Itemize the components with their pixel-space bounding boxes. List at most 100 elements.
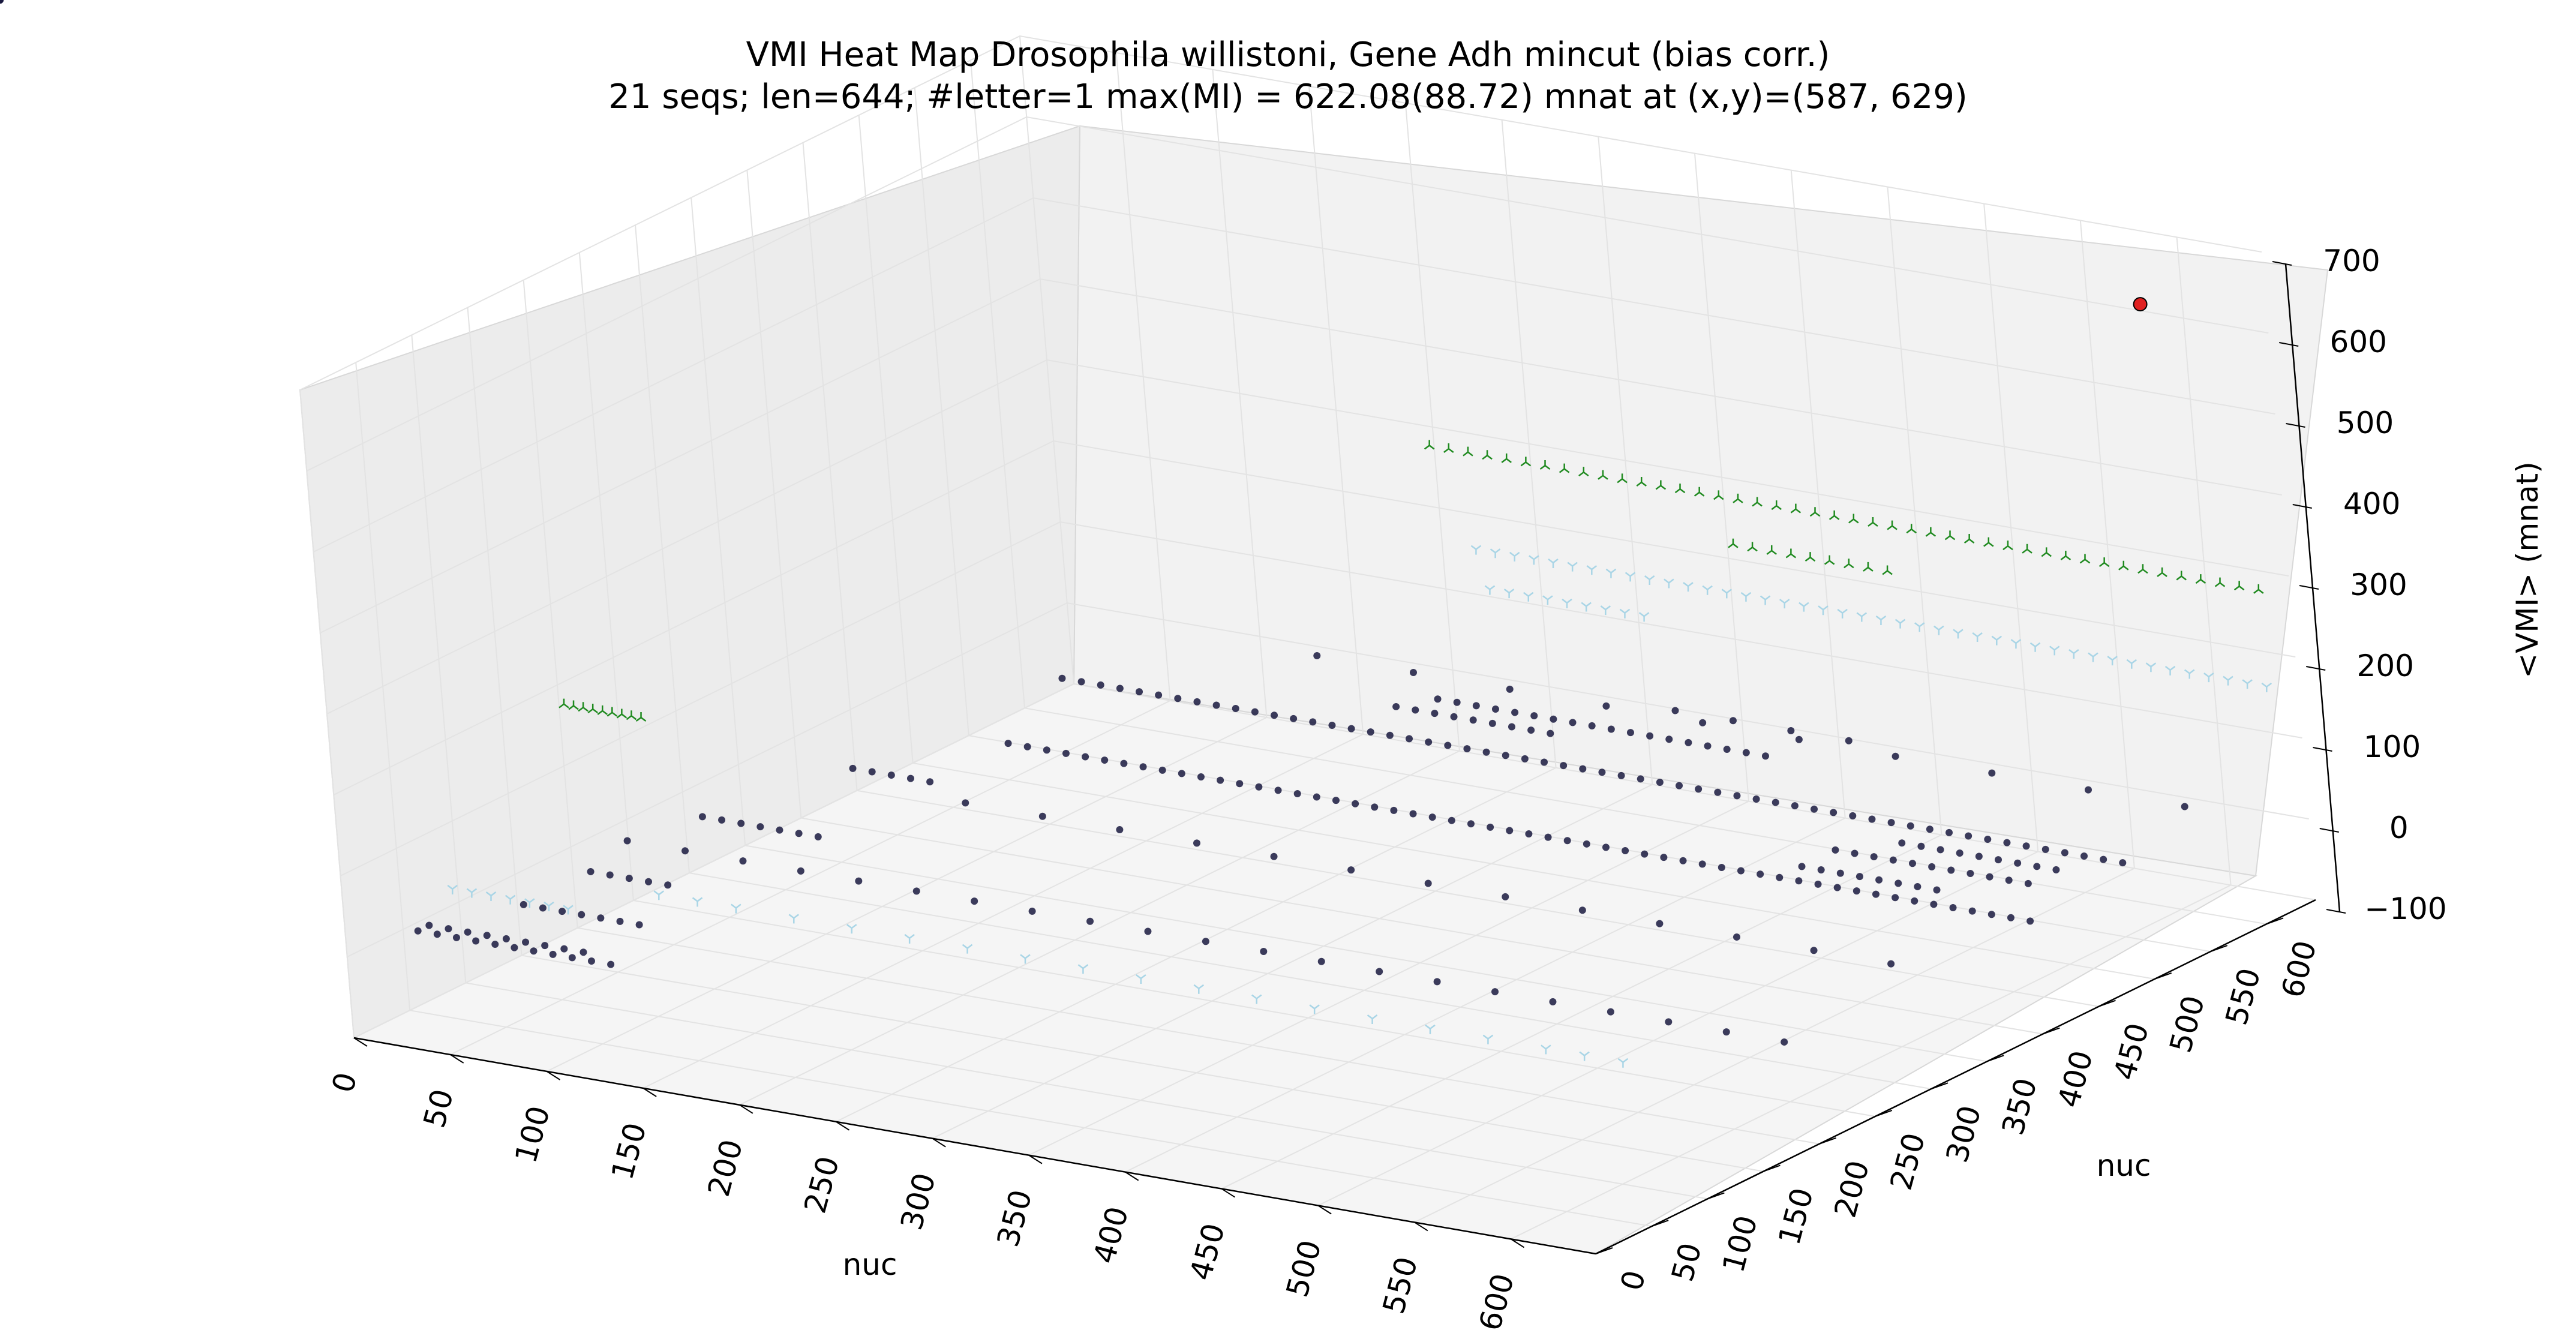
data-point: [1795, 877, 1803, 885]
data-point: [1293, 789, 1301, 797]
data-point: [1431, 710, 1439, 717]
z-tick-mark: [2313, 747, 2332, 752]
data-point-light: [2145, 662, 2157, 672]
data-point-green: [1520, 457, 1532, 467]
data-point: [606, 871, 614, 879]
data-point-light: [1193, 984, 1205, 994]
z-tick-label: 0: [2389, 810, 2409, 845]
data-point: [1390, 806, 1398, 814]
data-point-light: [1020, 954, 1031, 964]
y-tick-mark: [1986, 1055, 2004, 1062]
data-point: [2005, 876, 2013, 884]
y-tick-mark: [1763, 1164, 1781, 1172]
data-point: [2041, 845, 2049, 853]
grid-line-z: [326, 359, 2289, 714]
data-point-green: [2176, 571, 2187, 581]
chart-title: VMI Heat Map Drosophila willistoni, Gene…: [746, 35, 1830, 74]
data-point: [1781, 1038, 1788, 1046]
data-point: [1870, 853, 1878, 861]
data-point: [1578, 906, 1586, 914]
data-point: [1028, 907, 1036, 915]
z-tick-label: 600: [2330, 325, 2387, 359]
x-tick-mark: [932, 1137, 946, 1148]
data-point-green: [2253, 584, 2264, 594]
data-point: [635, 921, 643, 929]
data-point-light: [692, 897, 703, 907]
data-point: [1892, 894, 1899, 902]
data-point: [1987, 911, 1995, 918]
data-point: [1174, 695, 1182, 702]
z-tick-label: 400: [2343, 487, 2400, 521]
data-point-green: [1482, 450, 1493, 460]
y-tick-mark: [1707, 1192, 1725, 1200]
data-point: [1101, 756, 1109, 764]
data-point: [1082, 753, 1089, 761]
z-tick-mark: [2306, 666, 2326, 671]
data-point: [1656, 779, 1664, 786]
data-point-green: [1713, 490, 1724, 500]
data-point: [1328, 721, 1336, 729]
data-point-light: [1605, 568, 1617, 578]
z-tick-mark: [2272, 261, 2292, 266]
data-point: [607, 960, 615, 968]
data-point: [2024, 879, 2032, 887]
x-tick-label: 400: [1087, 1203, 1136, 1267]
data-point-light: [1953, 629, 1963, 639]
data-point-light: [1482, 1034, 1494, 1044]
data-point: [2033, 863, 2041, 870]
data-point-green: [1790, 503, 1802, 514]
data-point-green: [2098, 557, 2110, 568]
x-tick-label: 50: [417, 1086, 460, 1131]
data-point: [1463, 745, 1471, 753]
data-point: [664, 881, 672, 889]
data-point-green: [1747, 542, 1758, 552]
data-point: [1602, 702, 1610, 710]
x-tick-mark: [836, 1121, 850, 1131]
data-point: [1412, 706, 1419, 714]
data-point-green: [1805, 552, 1816, 562]
data-point-green: [626, 710, 637, 720]
data-point: [1274, 786, 1282, 794]
data-point: [1202, 938, 1209, 945]
data-point-green: [568, 700, 579, 710]
data-point: [1583, 840, 1590, 848]
x-tick-mark: [1028, 1154, 1043, 1164]
z-tick-mark: [2279, 342, 2299, 347]
data-point: [1120, 759, 1128, 767]
data-point-light: [1799, 602, 1809, 612]
data-point: [2052, 866, 2060, 873]
x-tick-mark: [643, 1088, 657, 1097]
data-point: [1733, 792, 1741, 800]
data-point: [926, 778, 934, 786]
data-point-light: [1638, 612, 1650, 622]
data-point: [2085, 786, 2092, 794]
y-tick-label: 450: [2107, 1019, 2155, 1083]
data-point: [737, 819, 745, 827]
data-point: [1811, 805, 1818, 813]
data-point: [1271, 711, 1278, 719]
data-point: [1926, 825, 1933, 833]
data-point-light: [1619, 608, 1631, 619]
data-point: [1671, 707, 1679, 714]
data-point: [549, 950, 557, 958]
data-point: [1488, 719, 1496, 727]
data-point-light: [1933, 625, 1944, 635]
data-point: [1544, 833, 1552, 841]
data-point: [1549, 998, 1557, 1005]
data-point-light: [1136, 974, 1146, 984]
data-point: [1434, 695, 1442, 703]
data-point: [1406, 735, 1413, 743]
z-axis-ticks: −100 0 100 200 300 400 500 600 700: [2272, 244, 2447, 926]
data-point: [906, 774, 914, 782]
z-tick-mark: [2292, 504, 2312, 509]
data-point: [502, 935, 510, 942]
data-point: [1752, 795, 1760, 803]
data-point: [1453, 698, 1461, 706]
y-tick-label: 350: [1995, 1074, 2044, 1139]
grid-line-z: [340, 521, 2302, 876]
data-point: [1714, 788, 1722, 796]
data-point: [616, 917, 624, 925]
data-point-light: [731, 903, 741, 914]
data-point: [1467, 820, 1475, 828]
y-tick-mark: [2098, 999, 2116, 1007]
